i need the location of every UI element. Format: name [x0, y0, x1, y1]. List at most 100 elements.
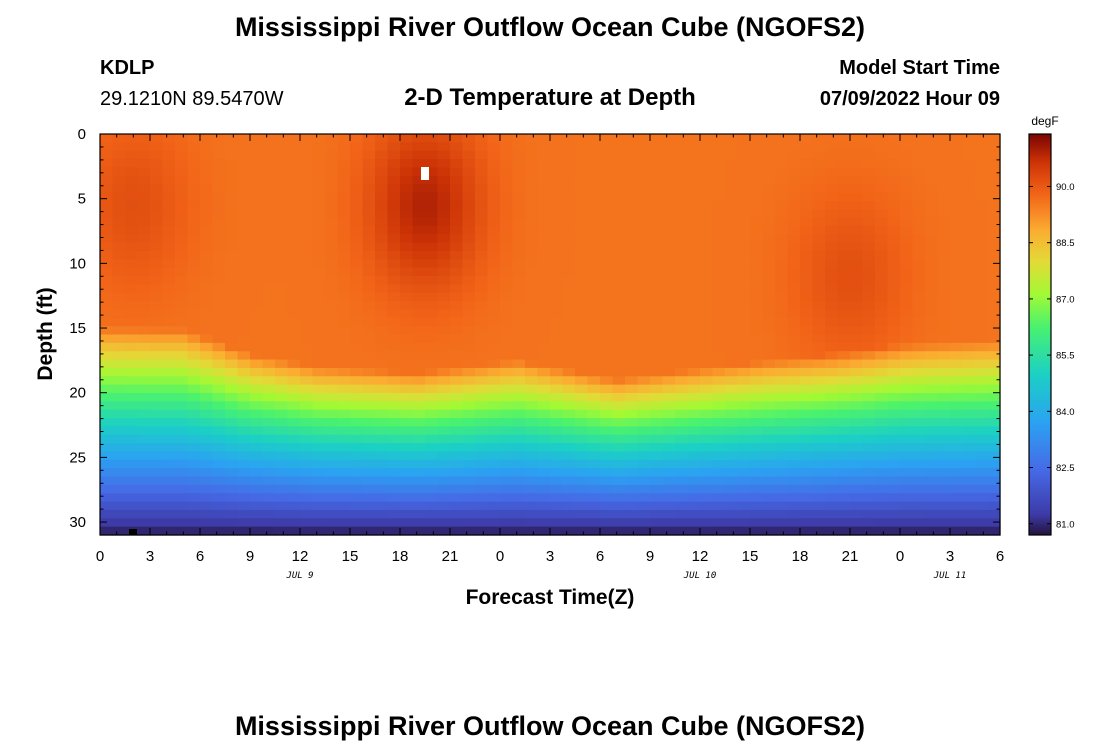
heatmap-cell	[425, 384, 439, 394]
heatmap-cell	[187, 259, 201, 269]
heatmap-cell	[562, 451, 576, 461]
heatmap-cell	[825, 159, 839, 169]
heatmap-cell	[262, 175, 276, 185]
heatmap-cell	[975, 301, 989, 311]
heatmap-cell	[987, 242, 1001, 252]
heatmap-cell	[875, 384, 889, 394]
heatmap-cell	[700, 334, 714, 344]
heatmap-cell	[975, 217, 989, 227]
heatmap-cell	[537, 309, 551, 319]
heatmap-cell	[300, 326, 314, 336]
heatmap-cell	[412, 259, 426, 269]
heatmap-cell	[412, 334, 426, 344]
heatmap-cell	[750, 326, 764, 336]
heatmap-cell	[350, 359, 364, 369]
heatmap-cell	[350, 342, 364, 352]
heatmap-cell	[725, 526, 739, 536]
heatmap-cell	[687, 142, 701, 152]
heatmap-cell	[587, 509, 601, 519]
heatmap-cell	[950, 209, 964, 219]
heatmap-cell	[162, 526, 176, 536]
heatmap-cell	[387, 426, 401, 436]
heatmap-cell	[712, 184, 726, 194]
heatmap-cell	[987, 250, 1001, 260]
heatmap-cell	[850, 309, 864, 319]
heatmap-cell	[700, 200, 714, 210]
heatmap-cell	[737, 476, 751, 486]
heatmap-cell	[637, 209, 651, 219]
heatmap-cell	[125, 250, 139, 260]
heatmap-cell	[650, 351, 664, 361]
heatmap-cell	[887, 451, 901, 461]
heatmap-cell	[875, 409, 889, 419]
heatmap-cell	[262, 209, 276, 219]
heatmap-cell	[512, 192, 526, 202]
heatmap-cell	[912, 317, 926, 327]
heatmap-cell	[837, 259, 851, 269]
heatmap-cell	[825, 443, 839, 453]
heatmap-cell	[475, 334, 489, 344]
heatmap-cell	[662, 192, 676, 202]
heatmap-cell	[337, 476, 351, 486]
heatmap-cell	[437, 209, 451, 219]
heatmap-cell	[275, 367, 289, 377]
heatmap-cell	[100, 334, 114, 344]
heatmap-cell	[912, 225, 926, 235]
heatmap-cell	[125, 259, 139, 269]
heatmap-cell	[175, 292, 189, 302]
heatmap-cell	[275, 426, 289, 436]
heatmap-cell	[450, 501, 464, 511]
heatmap-cell	[137, 509, 151, 519]
heatmap-cell	[187, 376, 201, 386]
heatmap-cell	[150, 267, 164, 277]
heatmap-cell	[137, 384, 151, 394]
heatmap-cell	[475, 509, 489, 519]
heatmap-cell	[712, 392, 726, 402]
heatmap-cell	[262, 250, 276, 260]
heatmap-cell	[362, 367, 376, 377]
heatmap-cell	[825, 392, 839, 402]
heatmap-cell	[262, 476, 276, 486]
heatmap-cell	[387, 217, 401, 227]
heatmap-cell	[887, 209, 901, 219]
heatmap-cell	[600, 359, 614, 369]
heatmap-cell	[437, 384, 451, 394]
heatmap-cell	[312, 434, 326, 444]
heatmap-cell	[225, 509, 239, 519]
heatmap-cell	[575, 526, 589, 536]
heatmap-cell	[225, 476, 239, 486]
heatmap-cell	[975, 334, 989, 344]
heatmap-cell	[825, 326, 839, 336]
heatmap-cell	[287, 150, 301, 160]
heatmap-cell	[437, 392, 451, 402]
heatmap-cell	[775, 192, 789, 202]
heatmap-cell	[500, 451, 514, 461]
heatmap-cell	[812, 342, 826, 352]
heatmap-cell	[125, 501, 139, 511]
heatmap-cell	[350, 476, 364, 486]
heatmap-cell	[675, 309, 689, 319]
heatmap-cell	[275, 142, 289, 152]
heatmap-cell	[275, 326, 289, 336]
heatmap-cell	[600, 484, 614, 494]
heatmap-cell	[712, 451, 726, 461]
heatmap-cell	[500, 376, 514, 386]
heatmap-cell	[900, 351, 914, 361]
heatmap-cell	[937, 468, 951, 478]
heatmap-cell	[725, 326, 739, 336]
heatmap-cell	[487, 367, 501, 377]
heatmap-cell	[187, 326, 201, 336]
heatmap-cell	[675, 418, 689, 427]
heatmap-cell	[962, 501, 976, 511]
heatmap-cell	[750, 150, 764, 160]
heatmap-cell	[400, 150, 414, 160]
heatmap-cell	[887, 334, 901, 344]
heatmap-cell	[200, 142, 214, 152]
heatmap-cell	[212, 493, 226, 503]
heatmap-cell	[600, 267, 614, 277]
heatmap-cell	[437, 309, 451, 319]
heatmap-cell	[637, 342, 651, 352]
heatmap-cell	[600, 259, 614, 269]
heatmap-cell	[712, 200, 726, 210]
heatmap-cell	[787, 392, 801, 402]
